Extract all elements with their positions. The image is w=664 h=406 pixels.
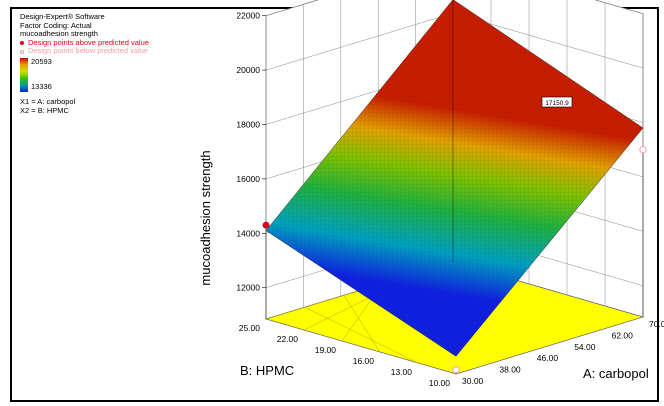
colorbar-max: 20593 bbox=[31, 56, 52, 66]
x-tick-label: 46.00 bbox=[537, 353, 559, 363]
factor-x2: X2 = B: HPMC bbox=[20, 105, 69, 115]
colorbar: 20593 13336 bbox=[20, 56, 149, 92]
annotation-box: 17150.9 bbox=[541, 96, 573, 108]
z-tick-label: 14000 bbox=[236, 228, 260, 238]
design-point-above bbox=[262, 221, 270, 229]
y-tick-label: 13.00 bbox=[391, 367, 413, 377]
y-tick-label: 25.00 bbox=[239, 323, 261, 333]
legend-panel: Design-Expert® Software Factor Coding: A… bbox=[20, 12, 149, 115]
surface-mesh bbox=[266, 0, 643, 357]
x-tick-label: 38.00 bbox=[499, 365, 521, 375]
design-point-below bbox=[452, 366, 460, 374]
wall-gridline bbox=[265, 0, 319, 16]
x-tick-label: 54.00 bbox=[574, 342, 596, 352]
y-tick-label: 16.00 bbox=[353, 356, 375, 366]
software-label: Design-Expert® Software bbox=[20, 12, 105, 21]
floor-contour bbox=[343, 295, 381, 353]
x-tick-label: 62.00 bbox=[612, 330, 634, 340]
z-axis-title: mucoadhesion strength bbox=[198, 150, 213, 285]
legend-below: Design points below predicted value bbox=[20, 47, 149, 56]
z-tick-label: 16000 bbox=[236, 174, 260, 184]
z-tick-label: 12000 bbox=[236, 283, 260, 293]
x-tick-label: 30.00 bbox=[462, 376, 484, 386]
y-tick-label: 22.00 bbox=[277, 334, 299, 344]
z-tick-label: 20000 bbox=[236, 65, 260, 75]
factor-coding-label: Factor Coding: Actual bbox=[20, 20, 92, 30]
y-tick-label: 10.00 bbox=[429, 378, 451, 388]
floor-contour bbox=[304, 306, 419, 364]
below-label: Design points below predicted value bbox=[28, 46, 149, 56]
design-point-below bbox=[639, 146, 647, 154]
y-axis-title: B: HPMC bbox=[240, 363, 294, 378]
colorbar-gradient bbox=[20, 57, 28, 92]
above-label: Design points above predicted value bbox=[28, 37, 149, 47]
below-point-icon bbox=[20, 49, 24, 54]
z-tick-label: 22000 bbox=[236, 11, 260, 21]
wall-gridline bbox=[265, 12, 454, 71]
x-tick-label: 70.00 bbox=[649, 319, 664, 329]
factor-x1: X1 = A: carbopol bbox=[20, 96, 76, 106]
x-axis-title: A: carbopol bbox=[583, 366, 649, 381]
wall-gridline bbox=[594, 0, 644, 14]
legend-above: Design points above predicted value bbox=[20, 37, 149, 48]
annotation-label: 17150.9 bbox=[545, 100, 569, 107]
response-label: mucoadhesion strength bbox=[20, 29, 98, 39]
z-tick-label: 18000 bbox=[236, 120, 260, 130]
above-point-icon bbox=[20, 41, 24, 46]
y-tick-label: 19.00 bbox=[315, 345, 337, 355]
colorbar-min: 13336 bbox=[31, 82, 52, 92]
